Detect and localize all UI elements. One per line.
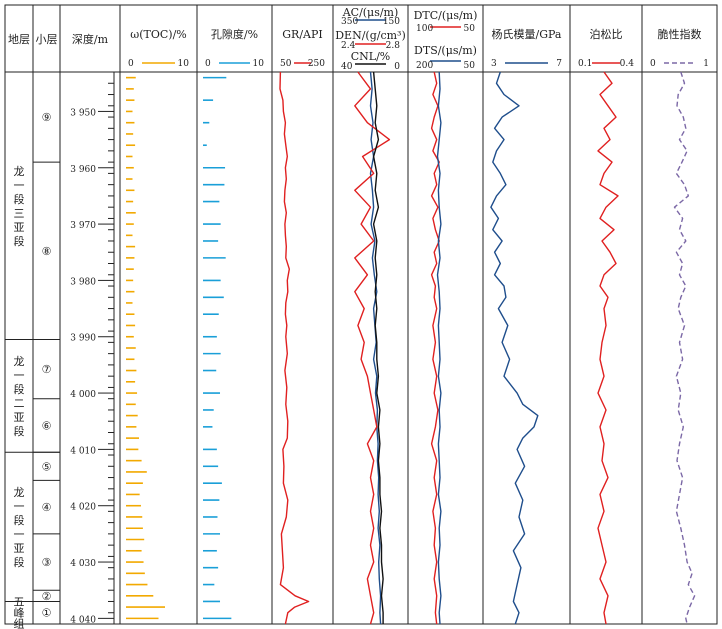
layer-label-7: ② <box>42 590 52 603</box>
layer-label-3: ⑥ <box>42 419 52 432</box>
poisson-scale-min: 0.1 <box>578 59 592 69</box>
dts-curve <box>436 71 442 625</box>
poisson-scale-max: 0.4 <box>620 59 635 69</box>
den-title: DEN/(g/cm³) <box>335 29 406 42</box>
den-scale-max: 2.8 <box>386 41 401 51</box>
toc-scale-min: 0 <box>128 59 134 69</box>
depth-tick-label-3: 3 980 <box>70 277 96 287</box>
ac-scale-max: 150 <box>383 17 400 27</box>
depth-tick-label-6: 4 010 <box>70 446 96 456</box>
header-depth: 深度/m <box>72 32 109 46</box>
depth-tick-label-9: 4 040 <box>70 615 96 625</box>
depth-tick-label-2: 3 970 <box>70 221 96 231</box>
brittle-scale-min: 0 <box>650 59 656 69</box>
poisson-curve <box>597 71 619 625</box>
youngs-scale-min: 3 <box>491 59 497 69</box>
depth-tick-label-1: 3 960 <box>70 165 96 175</box>
stratum-label-3: 五峰组 <box>14 596 25 629</box>
gr-curve <box>279 71 310 625</box>
cnl-curve <box>372 71 384 624</box>
header-stratum: 地层 <box>8 33 30 46</box>
layer-label-1: ⑧ <box>42 245 52 258</box>
layer-label-4: ⑤ <box>42 460 52 473</box>
youngs-title: 杨氏模量/GPa <box>492 27 562 41</box>
dtc-scale-max: 50 <box>464 24 476 34</box>
cnl-scale-min: 40 <box>341 62 353 72</box>
gr-scale-min: 50 <box>280 59 292 69</box>
brittle-curve <box>673 71 696 625</box>
log-curves <box>126 71 696 625</box>
toc-scale-max: 10 <box>178 59 190 69</box>
depth-tick-label-0: 3 950 <box>70 108 96 118</box>
den-curve <box>354 71 391 625</box>
layer-label-6: ③ <box>42 556 52 569</box>
dtc-scale-min: 100 <box>416 24 433 34</box>
porosity-title: 孔隙度/% <box>211 27 258 41</box>
depth-tick-label-5: 4 000 <box>70 390 96 400</box>
depth-tick-label-7: 4 020 <box>70 503 96 513</box>
layer-label-8: ① <box>42 607 52 620</box>
poisson-title: 泊松比 <box>590 27 623 41</box>
depth-tick-label-8: 4 030 <box>70 559 96 569</box>
youngs-curve <box>490 71 539 625</box>
gr-scale-max: 250 <box>308 59 325 69</box>
brittle-scale-max: 1 <box>703 59 709 69</box>
stratum-label-2: 龙一段一亚段 <box>14 486 25 569</box>
layer-label-5: ④ <box>42 501 52 514</box>
den-scale-min: 2.4 <box>341 41 356 51</box>
depth-tick-label-4: 3 990 <box>70 334 96 344</box>
gr-title: GR/API <box>282 28 322 41</box>
youngs-scale-max: 7 <box>556 59 562 69</box>
porosity-scale-min: 0 <box>205 59 211 69</box>
dts-title: DTS/(μs/m) <box>414 44 477 57</box>
dts-scale-min: 200 <box>416 61 433 71</box>
layer-label-0: ⑨ <box>42 111 52 124</box>
ac-title: AC/(μs/m) <box>342 6 399 19</box>
dts-scale-max: 50 <box>464 61 476 71</box>
header-layer: 小层 <box>36 33 58 46</box>
ac-scale-min: 350 <box>341 17 358 27</box>
outer-border <box>4 4 718 625</box>
ac-curve <box>369 71 382 625</box>
cnl-title: CNL/% <box>351 50 391 63</box>
stratum-label-1: 龙一段二亚段 <box>14 355 25 438</box>
depth-axis: 3 950 3 960 3 970 3 980 3 990 4 000 4 010 4 020… <box>70 71 115 625</box>
cnl-scale-max: 0 <box>394 62 400 72</box>
toc-title: ω(TOC)/% <box>130 28 186 41</box>
table-frame <box>4 4 718 625</box>
dtc-curve <box>430 71 440 625</box>
stratum-label-0: 龙一段三亚段 <box>14 165 25 248</box>
layer-label-2: ⑦ <box>42 363 52 376</box>
porosity-scale-max: 10 <box>253 59 265 69</box>
dtc-title: DTC/(μs/m) <box>414 9 478 22</box>
brittle-title: 脆性指数 <box>658 27 702 41</box>
